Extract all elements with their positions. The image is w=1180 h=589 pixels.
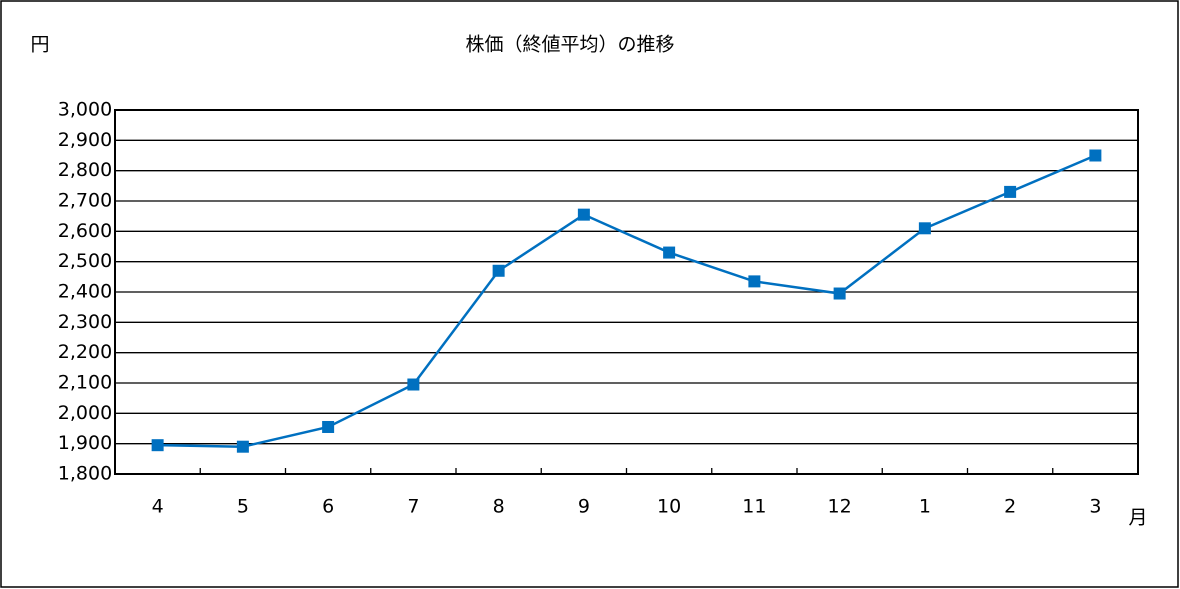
y-tick-label: 2,000 [58, 402, 112, 424]
y-tick-label: 1,800 [58, 463, 112, 485]
x-tick-label: 8 [493, 496, 505, 518]
x-axis-unit: 月 [1128, 507, 1147, 529]
x-tick-label: 4 [152, 496, 164, 518]
x-tick-label: 5 [237, 496, 249, 518]
x-tick-label: 6 [322, 496, 334, 518]
data-marker [918, 222, 931, 235]
y-tick-label: 2,800 [58, 159, 112, 181]
x-tick-label: 10 [657, 496, 681, 518]
x-tick-label: 9 [578, 496, 590, 518]
y-tick-label: 2,400 [58, 281, 112, 303]
y-tick-label: 1,900 [58, 432, 112, 454]
y-tick-label: 2,100 [58, 372, 112, 394]
x-tick-label: 12 [828, 496, 852, 518]
data-marker [236, 440, 249, 453]
y-tick-label: 2,600 [58, 220, 112, 242]
y-tick-label: 2,200 [58, 341, 112, 363]
x-tick-label: 3 [1089, 496, 1101, 518]
y-axis-unit: 円 [30, 34, 49, 56]
data-marker [492, 264, 505, 277]
y-tick-label: 2,500 [58, 250, 112, 272]
x-tick-label: 2 [1004, 496, 1016, 518]
data-marker [577, 208, 590, 221]
data-marker [663, 246, 676, 259]
data-line [157, 154, 1096, 448]
y-tick-label: 3,000 [58, 99, 112, 121]
data-marker [322, 420, 335, 433]
data-marker [748, 275, 761, 288]
data-marker [1004, 185, 1017, 198]
y-tick-label: 2,700 [58, 190, 112, 212]
data-marker [1089, 149, 1102, 162]
x-tick-label: 7 [407, 496, 419, 518]
y-tick-label: 2,300 [58, 311, 112, 333]
chart-title: 株価（終値平均）の推移 [465, 34, 674, 56]
x-tick-label: 11 [742, 496, 766, 518]
data-marker [407, 378, 420, 391]
y-tick-label: 2,900 [58, 129, 112, 151]
data-marker [151, 439, 164, 452]
data-marker [833, 287, 846, 300]
x-tick-label: 1 [919, 496, 931, 518]
